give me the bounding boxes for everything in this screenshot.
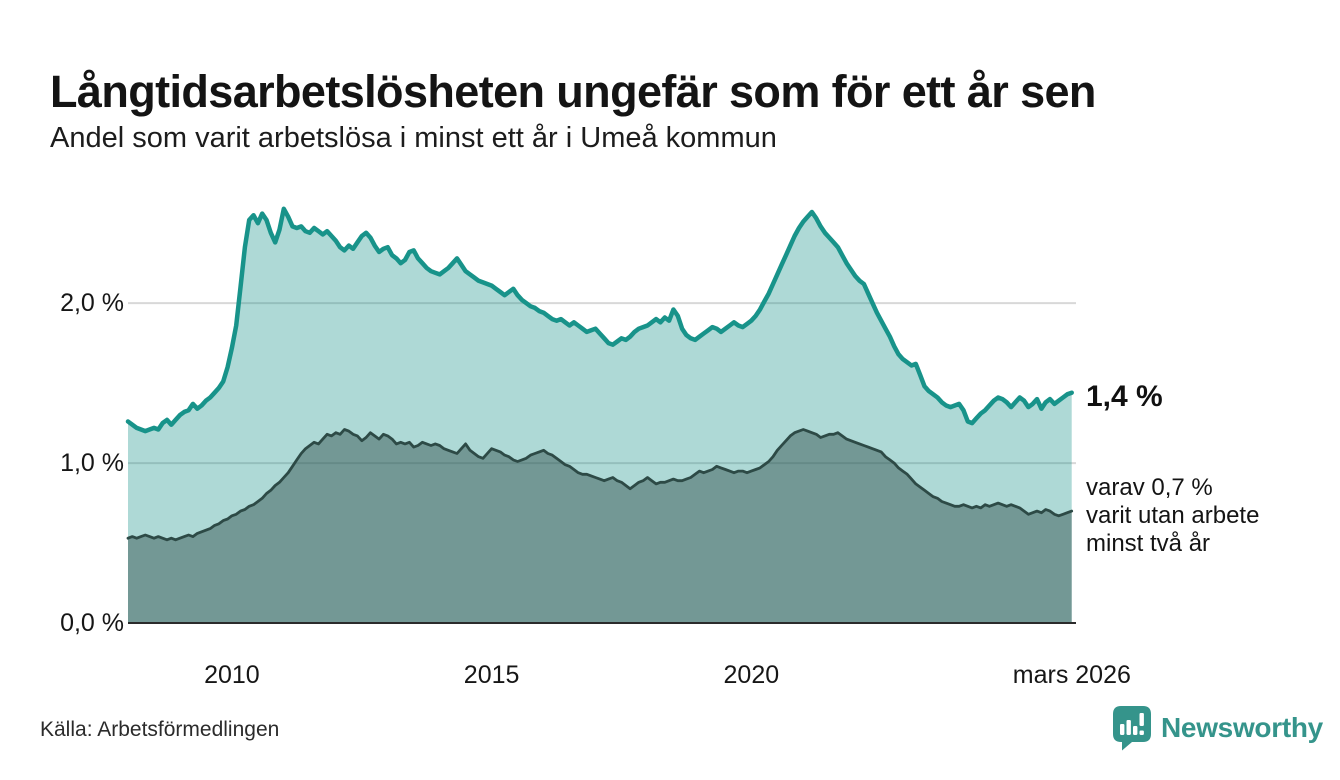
newsworthy-wordmark: Newsworthy	[1161, 712, 1323, 743]
series-end-note-label: varav 0,7 % varit utan arbete minst två …	[1086, 474, 1260, 557]
newsworthy-icon	[1113, 706, 1151, 751]
x-axis-tick-label: mars 2026	[1012, 661, 1131, 689]
y-axis-tick-label: 0,0 %	[60, 609, 124, 637]
x-axis-tick-label: 2020	[723, 661, 780, 689]
chart-subtitle: Andel som varit arbetslösa i minst ett å…	[50, 122, 777, 154]
x-axis-tick-label: 2015	[463, 661, 520, 689]
source-attribution: Källa: Arbetsförmedlingen	[40, 718, 280, 741]
page-title: Långtidsarbetslösheten ungefär som för e…	[50, 66, 1096, 118]
newsworthy-logo: Newsworthy	[1112, 705, 1323, 751]
y-axis-tick-label: 1,0 %	[60, 449, 124, 478]
series-end-value-label: 1,4 %	[1086, 380, 1163, 413]
x-axis-tick-label: 2010	[204, 661, 260, 689]
y-axis-tick-label: 2,0 %	[60, 289, 124, 318]
